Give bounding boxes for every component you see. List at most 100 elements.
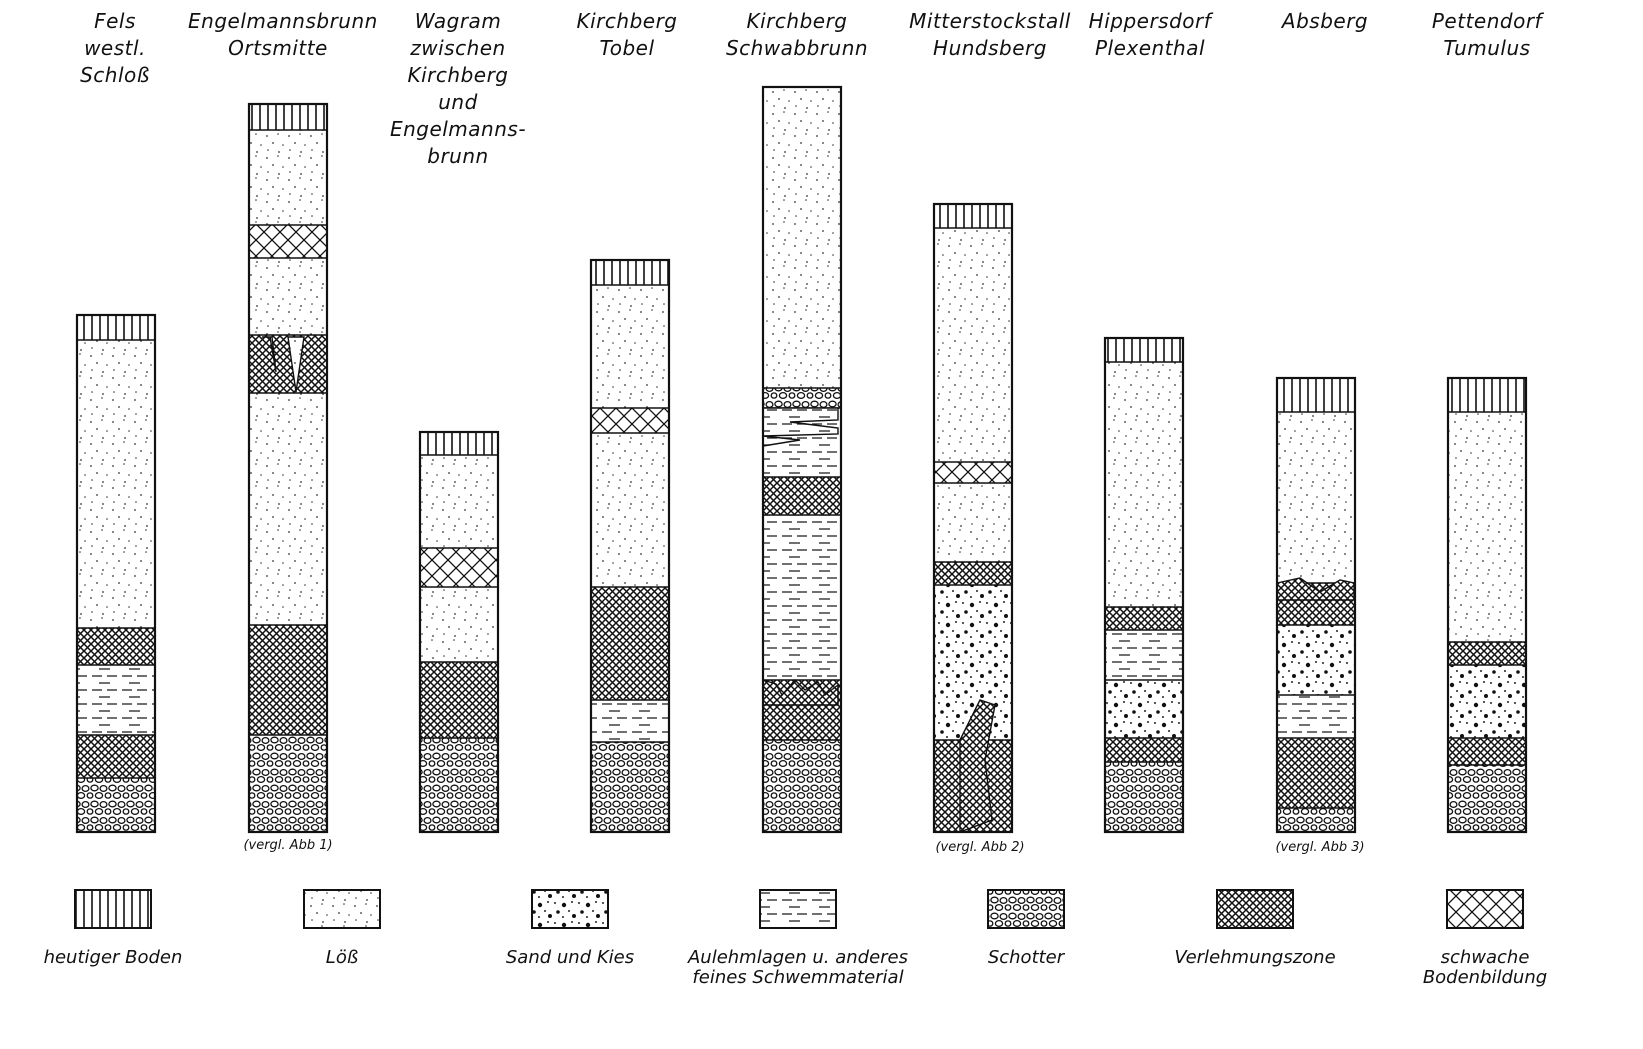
column-outline [247,102,329,834]
layer-schwach [934,462,1012,483]
layer-verlehm [763,477,841,515]
layer-boden [591,260,669,285]
layer-schwach [249,225,327,258]
legend-swatch-aulehm [759,889,837,929]
layer-loess [420,587,498,662]
layer-schotter [591,742,669,832]
column-header-line: Kirchberg [407,63,509,87]
layer-loess [1105,362,1183,607]
column-header-mitterstockstall: Mitterstockstall Hundsberg [900,8,1080,62]
column-header-line: Tobel [599,36,655,60]
layer-boden [420,432,498,455]
layer-boden [1105,338,1183,362]
profile-column-kirchberg-schwabbrunn [761,85,843,834]
layer-loess [591,433,669,587]
column-header-pettendorf: Pettendorf Tumulus [1397,8,1577,62]
layer-verlehm [77,735,155,778]
layer-schotter [763,388,841,408]
layer-aulehm [77,665,155,735]
profile-column-absberg [1275,376,1357,834]
legend-label-sand-kies: Sand und Kies [450,948,690,968]
column-header-line: Fels [94,9,136,33]
layer-schotter [1277,808,1355,832]
legend-label-line: Bodenbildung [1422,967,1548,988]
layer-loess [591,285,669,408]
layer-schotter [249,735,327,832]
layer-verlehm [420,662,498,738]
column-header-line: Hundsberg [933,36,1047,60]
legend-swatch-heutiger-boden [74,889,152,929]
layer-sand [1105,680,1183,738]
column-header-line: Kirchberg [746,9,848,33]
legend-swatch-schwache-bodenbildung [1446,889,1524,929]
column-outline [1446,376,1528,834]
column-header-line: Hippersdorf [1088,9,1212,33]
layer-verlehm [1105,607,1183,630]
layer-loess [420,455,498,548]
column-header-kirchberg-schwabbrunn: Kirchberg Schwabbrunn [707,8,887,62]
profile-column-pettendorf [1446,376,1528,834]
layer-verlehm [1277,738,1355,808]
column-outline [418,430,500,834]
layer-aulehm [1105,630,1183,680]
legend-label-line: feines Schwemmaterial [692,967,904,988]
profile-column-kirchberg-tobel [589,258,671,834]
layer-loess [934,483,1012,562]
column-outline [761,85,843,834]
column-header-kirchberg-tobel: Kirchberg Tobel [537,8,717,62]
column-header-line: Wagram [414,9,502,33]
layer-inclusion-verlehm [1276,577,1355,601]
column-reference-absberg: (vergl. Abb 3) [1275,840,1365,855]
profile-column-wagram [418,430,500,834]
layer-verlehm [591,587,669,700]
column-outline [1103,336,1185,834]
layer-schotter [420,738,498,832]
layer-verlehm [77,628,155,665]
legend-swatch-loess [303,889,381,929]
column-reference-engelmannsbrunn: (vergl. Abb 1) [243,838,333,853]
layer-verlehm [1105,738,1183,762]
layer-schotter [1105,762,1183,832]
legend-swatch-schotter [987,889,1065,929]
layer-verlehm [249,625,327,735]
column-header-fels: Fels westl. Schloß [25,8,205,89]
layer-schwach [420,548,498,587]
layer-aulehm [591,700,669,742]
layer-schwach [591,408,669,433]
layer-inclusion-loess [287,336,305,393]
column-outline [589,258,671,834]
layer-loess [249,130,327,225]
column-header-line: Pettendorf [1431,9,1543,33]
legend-label-line: Verlehmungszone [1174,947,1336,968]
layer-aulehm [1277,695,1355,738]
column-reference-mitterstockstall: (vergl. Abb 2) [935,840,1025,855]
profile-column-engelmannsbrunn [247,102,329,834]
layer-verlehm [934,562,1012,585]
column-header-line: Ortsmitte [228,36,328,60]
layer-verlehm [1448,738,1526,765]
column-outline [75,313,157,834]
column-outline [1275,376,1357,834]
column-header-line: Engelmannsbrunn [188,9,378,33]
layer-loess [77,340,155,628]
layer-inclusion-loess [262,336,277,373]
column-header-line: Tumulus [1443,36,1531,60]
legend-label-line: Löß [325,947,359,968]
legend-label-line: Sand und Kies [505,947,635,968]
column-header-line: brunn [427,144,489,168]
legend-label-aulehm: Aulehmlagen u. anderes feines Schwemmater… [678,948,918,988]
layer-boden [934,204,1012,228]
layer-schotter [77,778,155,832]
layer-boden [249,104,327,130]
layer-loess [934,228,1012,462]
column-header-wagram: Wagram zwischen Kirchberg und Engelmanns-bru… [368,8,548,170]
layer-loess [1448,412,1526,642]
column-header-line: Schloß [80,63,150,87]
layer-boden [1448,378,1526,412]
column-header-line: Schwabbrunn [725,36,869,60]
legend-label-line: Schotter [987,947,1065,968]
profile-column-mitterstockstall [932,202,1014,834]
column-header-line: Kirchberg [576,9,678,33]
layer-boden [1277,378,1355,412]
